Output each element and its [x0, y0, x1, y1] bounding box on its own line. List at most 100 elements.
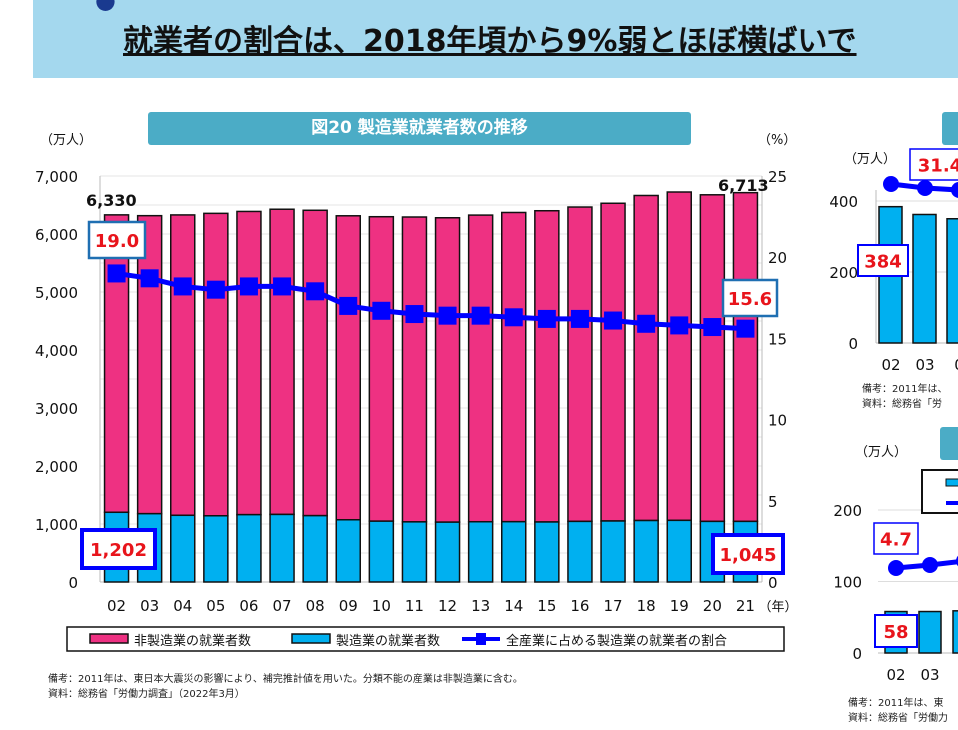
bar-manufacturing	[534, 521, 560, 583]
side-bottom-bar	[918, 610, 942, 654]
side-bottom-bar-label: 58	[883, 622, 908, 643]
side-bottom-x-tick: 03	[920, 666, 939, 684]
header-banner: ● 就業者の割合は、2018年頃から9%弱とほぼ横ばいで	[33, 0, 958, 78]
y-tick-label: 6,000	[35, 226, 78, 244]
side-top-unit: （万人）	[844, 152, 896, 167]
side-top-x-tick: 03	[915, 356, 934, 374]
bar-manufacturing	[633, 519, 659, 583]
side-top-bar	[946, 218, 958, 344]
mfg-label-last: 1,045	[720, 545, 777, 566]
side-top-x-tick: 02	[881, 356, 900, 374]
legend-label: 全産業に占める製造業の就業者の割合	[506, 633, 727, 649]
side-top-line-marker	[883, 176, 899, 192]
ratio-label-last: 15.6	[728, 289, 772, 310]
bar-non-manufacturing	[467, 214, 494, 523]
side-bottom-unit: （万人）	[855, 445, 907, 460]
bar-manufacturing	[666, 519, 692, 583]
side-bottom-line-label-box	[873, 522, 919, 555]
ratio-marker	[604, 311, 623, 330]
x-tick-label: 14	[504, 597, 523, 615]
legend-swatch	[89, 633, 129, 644]
side-bottom-x-tick: 02	[886, 666, 905, 684]
x-tick-label: 08	[306, 597, 325, 615]
x-tick-label: 15	[537, 597, 556, 615]
side-top-line-marker	[951, 182, 958, 198]
y2-tick-label: 10	[768, 412, 787, 430]
x-tick-label: 07	[273, 597, 292, 615]
bar-non-manufacturing	[335, 215, 361, 521]
side-bottom-line-marker	[888, 560, 904, 576]
ratio-marker	[372, 301, 391, 320]
bar-non-manufacturing	[170, 214, 196, 517]
y2-tick-label: 0	[768, 574, 778, 592]
ratio-marker	[703, 318, 722, 337]
y-tick-label: 0	[68, 574, 78, 592]
side-top-y-tick: 0	[848, 335, 858, 353]
legend-swatch	[291, 633, 331, 644]
side-bottom-legend-box	[921, 469, 958, 514]
x-tick-label: 13	[471, 597, 490, 615]
bar-non-manufacturing	[368, 215, 395, 522]
bar-non-manufacturing	[666, 191, 692, 522]
ratio-marker	[239, 277, 258, 296]
bar-non-manufacturing	[136, 214, 163, 515]
bar-manufacturing	[467, 520, 494, 583]
side-top-bar	[912, 213, 937, 344]
y-tick-label: 4,000	[35, 342, 78, 360]
side-bottom-bar	[952, 610, 958, 654]
bar-manufacturing	[434, 521, 461, 583]
side-top-line-label: 31.4	[918, 156, 958, 177]
side-bottom-note-remark: 備考：2011年は、東	[848, 698, 944, 709]
x-tick-label: 12	[438, 597, 457, 615]
legend-marker	[476, 633, 486, 645]
y-tick-label: 3,000	[35, 400, 78, 418]
ratio-marker	[339, 296, 358, 315]
side-top-note-source: 資料：総務省「労	[862, 399, 942, 410]
x-tick-label: 16	[570, 597, 589, 615]
total-label-first: 6,330	[86, 191, 137, 210]
header-line-2: 就業者の割合は、2018年頃から9%弱とほぼ横ばいで	[123, 24, 857, 59]
note-remark: 備考：2011年は、東日本大震災の影響により、補完推計値を用いた。分類不能の産業…	[48, 674, 523, 685]
x-tick-label: 21	[736, 597, 755, 615]
ratio-marker	[405, 305, 424, 324]
x-tick-label: 05	[206, 597, 225, 615]
bar-non-manufacturing	[269, 208, 295, 516]
y-tick-label: 5,000	[35, 284, 78, 302]
x-tick-label: 11	[405, 597, 424, 615]
ratio-marker	[637, 314, 656, 333]
x-tick-label: 10	[372, 597, 391, 615]
x-tick-label: 19	[670, 597, 689, 615]
side-bottom-legend-swatch	[945, 478, 958, 487]
bar-manufacturing	[302, 514, 328, 583]
bar-non-manufacturing	[534, 209, 560, 523]
ratio-marker	[504, 308, 523, 327]
bar-non-manufacturing	[103, 214, 130, 514]
mfg-label-first: 1,202	[90, 540, 147, 561]
y2-tick-label: 20	[768, 249, 787, 267]
legend-label: 非製造業の就業者数	[134, 633, 251, 649]
ratio-marker	[670, 316, 689, 335]
y-tick-label: 7,000	[35, 168, 78, 186]
ratio-marker	[537, 309, 556, 328]
ratio-marker	[206, 280, 225, 299]
bar-non-manufacturing	[600, 202, 626, 522]
mfg-label-first-box	[80, 528, 157, 570]
y2-tick-label: 5	[768, 493, 778, 511]
side-top-line-label-box	[909, 148, 958, 181]
bar-non-manufacturing	[236, 210, 262, 516]
y2-tick-label: 25	[768, 168, 787, 186]
side-top-x-tick: 0	[954, 356, 958, 374]
x-tick-label: 18	[637, 597, 656, 615]
bar-non-manufacturing	[302, 209, 328, 517]
bar-manufacturing	[401, 521, 428, 583]
note-source: 資料：総務省「労働力調査」（2022年3月）	[48, 689, 245, 700]
bar-non-manufacturing	[633, 194, 659, 522]
bar-non-manufacturing	[203, 212, 229, 517]
x-tick-label: 09	[339, 597, 358, 615]
bar-non-manufacturing	[401, 216, 428, 523]
y2-axis-unit: （%）	[758, 133, 796, 148]
bar-manufacturing	[170, 514, 196, 583]
side-chart-title-top	[942, 112, 958, 145]
ratio-marker	[140, 269, 159, 288]
